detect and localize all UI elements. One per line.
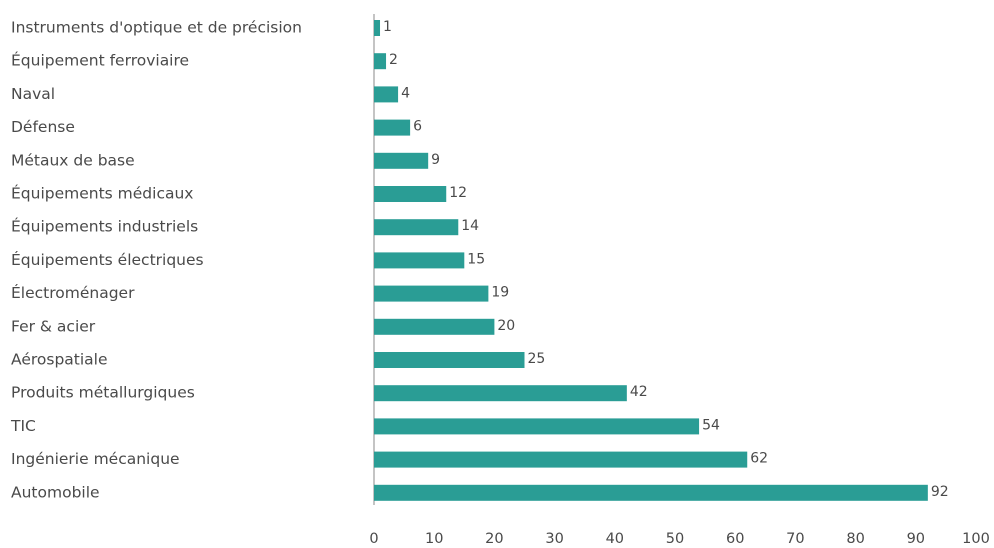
bar: [374, 484, 928, 501]
x-tick-label: 20: [485, 531, 503, 547]
bars: [374, 20, 928, 501]
category-label: Métaux de base: [11, 151, 135, 169]
data-label: 25: [528, 351, 546, 367]
bar: [374, 219, 459, 236]
x-axis-tick-labels: 0 10 20 30 40 50 60 70 80 90 100: [369, 531, 989, 547]
x-tick-label: 90: [907, 531, 925, 547]
data-label: 54: [702, 417, 720, 433]
x-tick-label: 80: [846, 531, 864, 547]
category-label: Instruments d'optique et de précision: [11, 19, 302, 37]
category-label: Équipements électriques: [11, 250, 204, 269]
data-label: 6: [413, 119, 422, 135]
category-label: Équipements industriels: [11, 217, 198, 236]
bar: [374, 352, 525, 368]
data-label: 15: [467, 251, 485, 267]
category-label: Naval: [11, 85, 55, 103]
data-label: 9: [431, 152, 440, 168]
bar: [374, 451, 748, 468]
bar: [374, 20, 381, 36]
category-label: Produits métallurgiques: [11, 384, 195, 402]
category-labels: Instruments d'optique et de précision Équ…: [10, 19, 302, 502]
bar: [374, 285, 489, 302]
bar: [374, 385, 627, 402]
data-label: 42: [630, 384, 648, 400]
bar: [374, 186, 447, 202]
category-label: Équipement ferroviaire: [11, 51, 189, 70]
bar: [374, 152, 429, 169]
data-label: 92: [931, 484, 949, 500]
x-tick-label: 0: [369, 531, 378, 547]
x-tick-label: 50: [666, 531, 684, 547]
x-tick-label: 70: [786, 531, 804, 547]
category-label: Ingénierie mécanique: [11, 450, 180, 468]
data-label: 1: [383, 19, 392, 35]
data-label: 4: [401, 85, 410, 101]
bar: [374, 318, 495, 335]
category-label: Automobile: [11, 483, 100, 501]
category-label: Équipements médicaux: [11, 184, 193, 203]
data-label: 14: [461, 218, 479, 234]
data-label: 19: [491, 285, 509, 301]
x-tick-label: 100: [962, 531, 990, 547]
bar: [374, 418, 700, 435]
x-tick-label: 40: [606, 531, 624, 547]
category-label: Fer & acier: [11, 317, 96, 335]
bar: [374, 252, 465, 269]
category-label: Défense: [11, 118, 75, 136]
bar: [374, 53, 387, 70]
category-label: Aérospatiale: [11, 351, 108, 369]
data-label: 20: [497, 318, 515, 334]
data-label: 12: [449, 185, 467, 201]
bar: [374, 86, 399, 103]
category-label: TIC: [10, 417, 36, 435]
data-label: 62: [750, 451, 768, 467]
category-label: Électroménager: [11, 283, 135, 302]
x-tick-label: 60: [726, 531, 744, 547]
bar: [374, 119, 411, 136]
data-label: 2: [389, 52, 398, 68]
x-tick-label: 10: [425, 531, 443, 547]
x-tick-label: 30: [545, 531, 563, 547]
